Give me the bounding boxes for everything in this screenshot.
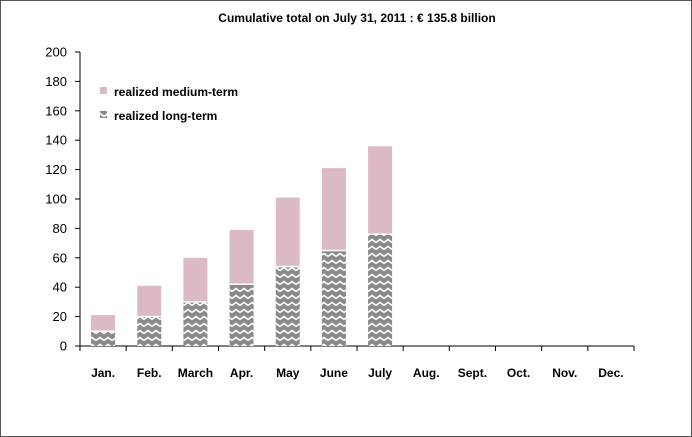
bar-realized-medium-term <box>368 146 393 235</box>
bar-realized-medium-term <box>183 257 208 302</box>
bar-realized-long-term <box>275 266 300 346</box>
legend-swatch <box>100 87 107 94</box>
bar-realized-long-term <box>368 234 393 346</box>
x-tick-label: March <box>178 366 213 380</box>
legend-swatch <box>100 111 107 118</box>
legend: realized medium-term realized long-term <box>100 85 238 123</box>
bar-realized-medium-term <box>91 315 116 332</box>
x-axis: Jan. Feb. March Apr. May June July Aug. Sept. Oct… <box>79 345 635 380</box>
y-tick-label: 160 <box>45 103 67 118</box>
x-tick-label: Dec. <box>598 366 623 380</box>
x-tick-label: June <box>320 366 348 380</box>
bar-realized-medium-term <box>275 197 300 267</box>
legend-label: realized medium-term <box>114 85 238 99</box>
legend-label: realized long-term <box>114 109 217 123</box>
bar-realized-long-term <box>321 250 346 346</box>
x-tick-label: Nov. <box>552 366 577 380</box>
x-tick-label: Feb. <box>137 366 162 380</box>
bar-realized-long-term <box>137 316 162 346</box>
y-tick-label: 200 <box>45 45 67 60</box>
y-tick-label: 0 <box>60 339 67 354</box>
x-tick-label: Oct. <box>507 366 530 380</box>
bars <box>91 146 393 346</box>
y-tick-label: 60 <box>53 250 67 265</box>
chart-title: Cumulative total on July 31, 2011 : € 13… <box>218 11 495 25</box>
bar-realized-medium-term <box>137 285 162 317</box>
y-axis: 0 20 40 60 80 100 120 140 160 180 200 <box>45 45 81 354</box>
x-tick-label: May <box>276 366 300 380</box>
y-tick-label: 100 <box>45 192 67 207</box>
bar-realized-long-term <box>229 284 254 346</box>
x-tick-label: July <box>368 366 392 380</box>
y-tick-label: 20 <box>53 309 67 324</box>
y-tick-label: 80 <box>53 221 67 236</box>
y-tick-label: 120 <box>45 162 67 177</box>
x-tick-label: Sept. <box>458 366 487 380</box>
x-tick-label: Aug. <box>413 366 440 380</box>
y-tick-label: 140 <box>45 133 67 148</box>
bar-realized-medium-term <box>321 168 346 251</box>
y-tick-label: 180 <box>45 74 67 89</box>
x-tick-label: Apr. <box>230 366 253 380</box>
bar-realized-long-term <box>91 331 116 346</box>
y-tick-label: 40 <box>53 280 67 295</box>
bar-realized-long-term <box>183 301 208 346</box>
x-tick-label: Jan. <box>91 366 115 380</box>
bar-realized-medium-term <box>229 229 254 285</box>
